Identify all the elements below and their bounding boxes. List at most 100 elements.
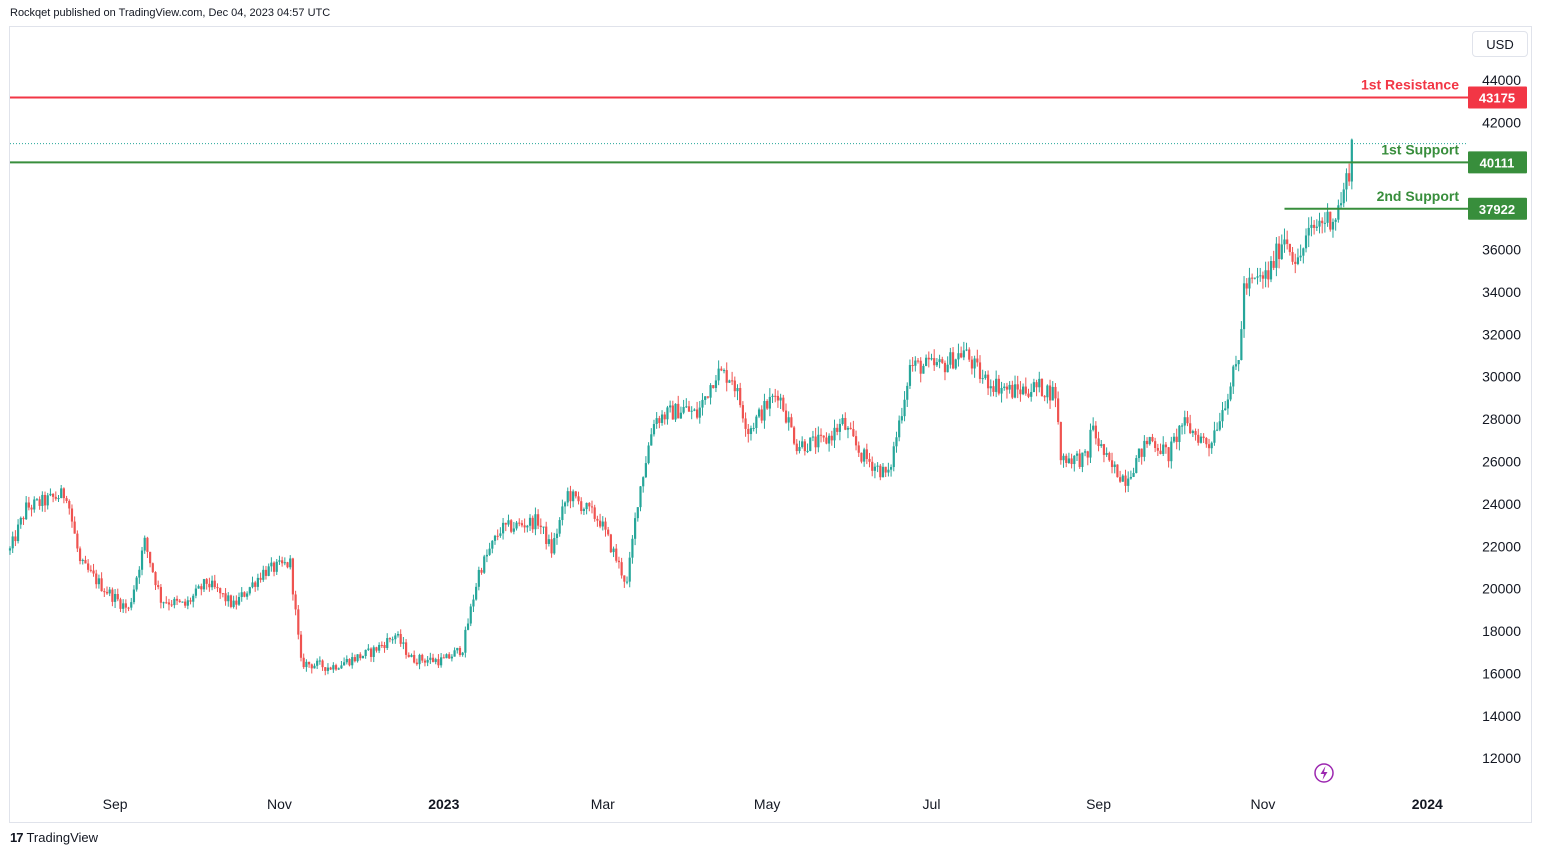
candle-body — [1057, 398, 1060, 423]
candle-body — [776, 395, 780, 401]
candle-body — [1105, 453, 1108, 455]
x-tick-label: Jul — [923, 796, 941, 812]
candle-body — [537, 514, 540, 526]
candle-body — [332, 665, 335, 670]
candle-body — [916, 360, 920, 362]
candle-body — [1024, 386, 1027, 394]
candle-body — [388, 638, 392, 640]
y-tick-label: 28000 — [1482, 411, 1521, 427]
event-lightning-icon[interactable] — [1314, 763, 1334, 783]
candle-body — [520, 523, 524, 526]
x-tick-label: Sep — [103, 796, 128, 812]
candle-body — [1216, 429, 1219, 431]
candle-body — [316, 660, 319, 666]
candle-body — [814, 436, 817, 448]
candle-body — [477, 569, 480, 587]
candle-body — [577, 496, 580, 502]
candle-body — [1331, 221, 1335, 230]
candle-body — [1132, 472, 1135, 477]
candle-body — [450, 656, 453, 659]
candle-body — [935, 362, 938, 366]
candle-body — [159, 587, 162, 603]
candle-body — [87, 563, 90, 570]
candle-body — [337, 668, 340, 670]
candlestick-series — [8, 138, 1353, 676]
candle-body — [135, 577, 138, 590]
candle-body — [1145, 440, 1149, 445]
candle-body — [361, 655, 365, 659]
candle-body — [687, 406, 691, 412]
candle-body — [1013, 384, 1017, 398]
candle-body — [526, 525, 529, 528]
candle-body — [302, 657, 305, 668]
candle-body — [499, 533, 502, 536]
candle-body — [423, 660, 427, 663]
candle-body — [604, 521, 607, 530]
tradingview-brand[interactable]: 17 TradingView — [10, 830, 98, 845]
candle-body — [801, 441, 804, 448]
candle-body — [426, 659, 429, 663]
candle-body — [660, 414, 664, 423]
candle-body — [1003, 386, 1006, 388]
candle-body — [202, 579, 206, 590]
candle-body — [429, 657, 432, 660]
candle-body — [1213, 430, 1216, 443]
candle-body — [310, 664, 313, 669]
candle-body — [367, 648, 370, 650]
candle-body — [790, 417, 793, 428]
candle-body — [380, 644, 383, 646]
candle-body — [938, 359, 941, 363]
candle-body — [272, 562, 276, 572]
candle-body — [865, 449, 868, 459]
currency-button[interactable]: USD — [1472, 31, 1528, 57]
candle-body — [612, 548, 615, 553]
candle-body — [588, 502, 591, 507]
candle-body — [210, 580, 214, 588]
candle-body — [70, 508, 74, 522]
candle-body — [1242, 283, 1246, 330]
candle-body — [418, 654, 421, 665]
candle-body — [749, 428, 753, 435]
candle-body — [941, 359, 944, 363]
candle-body — [394, 635, 397, 640]
candle-body — [501, 522, 505, 534]
candle-body — [580, 501, 583, 512]
candle-body — [1313, 224, 1316, 228]
candle-body — [1277, 243, 1281, 260]
candle-body — [1110, 460, 1114, 468]
candle-body — [712, 385, 715, 389]
candle-body — [507, 520, 510, 525]
candle-body — [598, 520, 602, 527]
candle-body — [254, 582, 257, 587]
candle-body — [911, 365, 914, 367]
candle-body — [186, 600, 189, 606]
y-tick-label: 36000 — [1482, 242, 1521, 258]
candle-body — [216, 587, 219, 589]
candle-body — [1089, 429, 1092, 458]
candle-body — [873, 466, 877, 471]
candle-body — [458, 647, 462, 655]
candle-body — [127, 607, 130, 609]
candle-body — [146, 537, 149, 552]
candle-body — [1264, 270, 1267, 279]
candle-body — [1127, 478, 1130, 486]
candle-body — [634, 518, 637, 539]
candle-body — [674, 403, 677, 420]
candle-body — [887, 469, 890, 473]
candle-body — [178, 600, 181, 602]
candle-body — [572, 491, 575, 502]
candle-body — [1094, 425, 1097, 439]
candle-body — [989, 386, 992, 389]
candle-body — [334, 665, 338, 670]
x-tick-label: Nov — [1250, 796, 1275, 812]
y-tick-label: 30000 — [1482, 369, 1521, 385]
candle-body — [1224, 408, 1227, 411]
candle-body — [181, 601, 184, 603]
candle-body — [736, 388, 739, 392]
candle-body — [175, 598, 179, 601]
candle-body — [593, 507, 596, 519]
candle-body — [547, 539, 550, 544]
candle-body — [1304, 235, 1308, 249]
candle-body — [960, 353, 963, 358]
